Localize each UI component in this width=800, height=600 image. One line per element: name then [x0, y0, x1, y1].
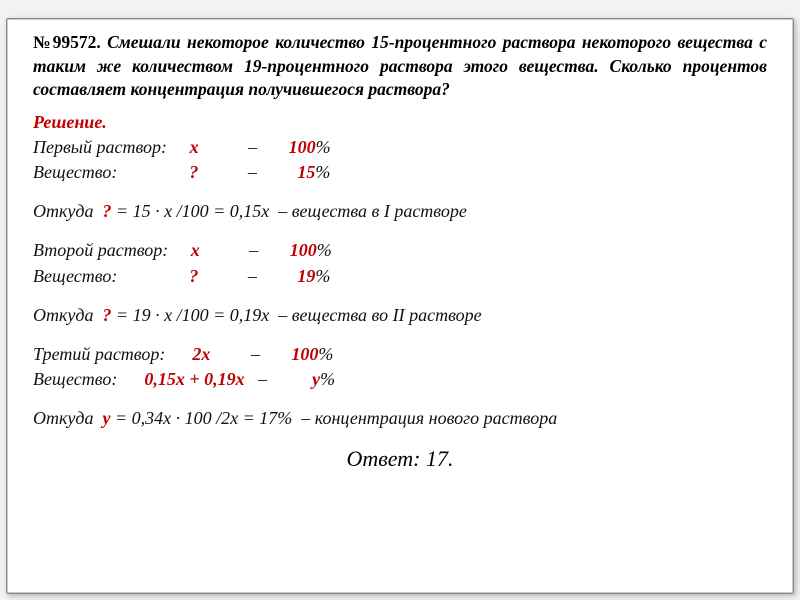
answer-line: Ответ: 17.	[33, 446, 767, 472]
s3-calc: Откуда у = 0,34х · 100 /2х = 17% – конце…	[33, 406, 767, 431]
s1-calc: Откуда ? = 15 · х /100 = 0,15х – веществ…	[33, 199, 767, 224]
content-card: №99572. Смешали некоторое количество 15-…	[6, 18, 794, 594]
problem-text: Смешали некоторое количество 15-процентн…	[33, 32, 767, 99]
s3-row1: Третий раствор: 2х – 100%	[33, 342, 767, 367]
spacer	[33, 224, 767, 238]
spacer	[33, 289, 767, 303]
slide-page: №99572. Смешали некоторое количество 15-…	[0, 0, 800, 600]
s2-row1: Второй раствор: х – 100%	[33, 238, 767, 263]
s2-row2: Вещество: ? – 19%	[33, 264, 767, 289]
spacer	[33, 328, 767, 342]
spacer	[33, 185, 767, 199]
problem-number: №99572.	[33, 32, 101, 52]
solution-label: Решение.	[33, 112, 767, 133]
s2-calc: Откуда ? = 19 · х /100 = 0,19х – веществ…	[33, 303, 767, 328]
s1-row1: Первый раствор: х – 100%	[33, 135, 767, 160]
problem-statement: №99572. Смешали некоторое количество 15-…	[33, 31, 767, 102]
s3-row2: Вещество: 0,15х + 0,19х – у%	[33, 367, 767, 392]
spacer	[33, 392, 767, 406]
s1-row2: Вещество: ? – 15%	[33, 160, 767, 185]
